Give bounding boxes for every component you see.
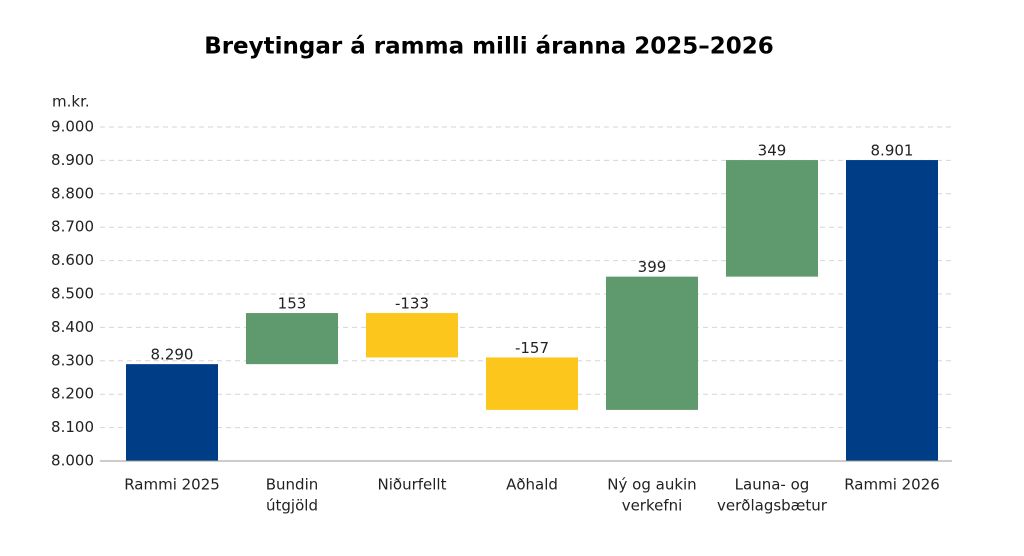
y-axis-unit: m.kr. xyxy=(52,93,90,111)
x-tick-label: verkefni xyxy=(622,497,683,515)
bar xyxy=(486,357,578,410)
value-label: 399 xyxy=(638,258,667,276)
value-label: -133 xyxy=(395,295,429,313)
x-tick-label: Rammi 2026 xyxy=(844,476,940,494)
x-tick-label: Ný og aukin xyxy=(607,476,696,494)
x-tick-label: Niðurfellt xyxy=(378,476,447,494)
bar xyxy=(126,364,218,461)
chart-title: Breytingar á ramma milli áranna 2025–202… xyxy=(204,34,774,60)
y-tick-label: 8.300 xyxy=(51,351,94,369)
bar xyxy=(606,276,698,410)
value-label: 8.901 xyxy=(871,142,914,160)
y-tick-label: 8.100 xyxy=(51,418,94,436)
value-label: -157 xyxy=(515,339,549,357)
value-label: 8.290 xyxy=(151,346,194,364)
y-tick-label: 8.800 xyxy=(51,184,94,202)
y-tick-label: 8.600 xyxy=(51,251,94,269)
bar xyxy=(846,160,938,462)
y-tick-label: 8.500 xyxy=(51,285,94,303)
x-tick-label: Launa- og xyxy=(735,476,810,494)
x-tick-label: verðlagsbætur xyxy=(717,497,828,515)
value-label: 349 xyxy=(758,142,787,160)
y-tick-label: 8.900 xyxy=(51,151,94,169)
value-label: 153 xyxy=(278,295,307,313)
bar xyxy=(246,313,338,365)
y-tick-label: 8.700 xyxy=(51,218,94,236)
x-tick-label: útgjöld xyxy=(266,497,318,515)
x-tick-label: Aðhald xyxy=(506,476,558,494)
x-tick-label: Bundin xyxy=(266,476,319,494)
y-tick-label: 8.200 xyxy=(51,385,94,403)
y-tick-label: 9.000 xyxy=(51,118,94,136)
y-tick-label: 8.400 xyxy=(51,318,94,336)
x-tick-label: Rammi 2025 xyxy=(124,476,220,494)
bar xyxy=(366,313,458,358)
bar xyxy=(726,160,818,277)
y-tick-label: 8.000 xyxy=(51,452,94,470)
